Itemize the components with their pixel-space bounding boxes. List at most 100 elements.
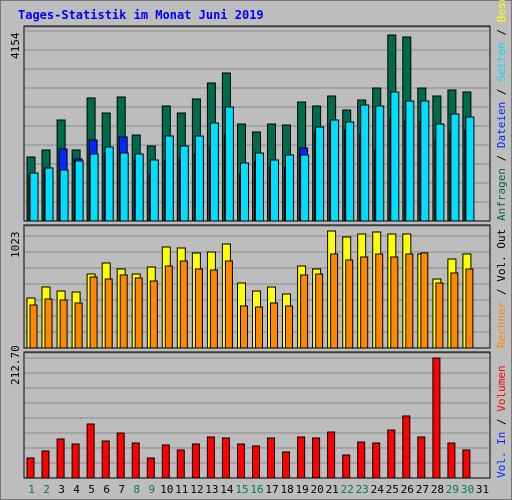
bar-seiten-day-4 xyxy=(74,160,84,222)
bar-seiten-day-13 xyxy=(209,122,219,222)
right-legend-top: Anfragen / Dateien / Seiten / Besuche xyxy=(495,0,508,221)
bar-rechner-day-10 xyxy=(164,265,173,349)
bar-seiten-day-6 xyxy=(104,146,114,222)
bar-seiten-day-26 xyxy=(405,100,415,222)
bar-seiten-day-23 xyxy=(360,104,370,222)
bar-volumen-day-26 xyxy=(402,415,411,479)
bar-rechner-day-16 xyxy=(255,306,263,349)
bar-rechner-day-19 xyxy=(300,274,309,349)
bar-volumen-day-12 xyxy=(191,443,200,479)
page-title: Tages-Statistik im Monat Juni 2019 xyxy=(18,8,264,22)
day-label-14: 14 xyxy=(220,483,234,496)
bar-volumen-day-14 xyxy=(221,437,230,479)
day-label-6: 6 xyxy=(103,483,110,496)
day-label-26: 26 xyxy=(401,483,414,496)
bar-seiten-day-22 xyxy=(345,121,355,222)
bar-volumen-day-11 xyxy=(176,449,185,479)
day-label-16: 16 xyxy=(250,483,263,496)
bar-rechner-day-11 xyxy=(179,260,188,349)
bar-volumen-day-16 xyxy=(252,445,260,479)
day-label-10: 10 xyxy=(160,483,173,496)
bar-volumen-day-22 xyxy=(342,454,351,479)
bar-volumen-day-4 xyxy=(71,443,80,479)
bar-seiten-day-9 xyxy=(149,159,159,222)
bar-rechner-day-1 xyxy=(29,304,38,349)
bar-volumen-day-5 xyxy=(86,423,95,479)
bar-rechner-day-22 xyxy=(345,259,354,349)
bar-rechner-day-21 xyxy=(330,253,339,349)
bar-seiten-day-3 xyxy=(59,169,69,222)
bar-volumen-day-7 xyxy=(116,432,125,479)
bar-seiten-day-18 xyxy=(285,154,294,222)
bar-seiten-day-16 xyxy=(255,152,264,222)
bar-seiten-day-17 xyxy=(270,159,279,222)
bar-rechner-day-23 xyxy=(360,256,369,349)
bar-volumen-day-24 xyxy=(372,442,381,479)
day-label-15: 15 xyxy=(235,483,248,496)
bar-seiten-day-11 xyxy=(179,145,189,222)
bar-volumen-day-18 xyxy=(282,451,290,479)
bar-rechner-day-30 xyxy=(465,268,474,349)
bar-rechner-day-13 xyxy=(209,269,218,349)
bar-volumen-day-9 xyxy=(146,457,155,479)
bar-rechner-day-15 xyxy=(240,305,248,349)
bar-volumen-day-23 xyxy=(357,441,366,479)
bar-rechner-day-29 xyxy=(450,272,459,349)
bar-volumen-day-21 xyxy=(327,431,336,479)
day-label-7: 7 xyxy=(118,483,125,496)
bar-seiten-day-29 xyxy=(450,113,460,222)
bar-seiten-day-12 xyxy=(194,135,204,222)
bar-seiten-day-15 xyxy=(240,162,249,222)
ymax-label-bottom: 212.70 xyxy=(9,345,22,385)
bar-seiten-day-7 xyxy=(119,152,129,222)
right-legend-bottom: Vol. In / Volumen xyxy=(495,365,508,478)
bar-volumen-day-6 xyxy=(101,440,110,479)
bar-volumen-day-28 xyxy=(432,357,441,479)
bar-seiten-day-1 xyxy=(29,172,39,222)
day-label-24: 24 xyxy=(371,483,385,496)
bar-volumen-day-3 xyxy=(56,438,65,479)
bar-seiten-day-28 xyxy=(435,123,445,222)
bar-rechner-day-28 xyxy=(435,282,444,349)
bar-seiten-day-24 xyxy=(375,105,385,222)
bar-seiten-day-2 xyxy=(44,167,54,222)
bar-seiten-day-5 xyxy=(89,153,99,222)
day-label-18: 18 xyxy=(280,483,293,496)
day-label-12: 12 xyxy=(190,483,203,496)
bar-rechner-day-27 xyxy=(420,252,429,349)
bar-rechner-day-6 xyxy=(104,278,113,349)
bar-volumen-day-15 xyxy=(237,443,245,479)
bar-seiten-day-10 xyxy=(164,135,174,222)
bar-rechner-day-12 xyxy=(194,268,203,349)
day-label-4: 4 xyxy=(73,483,80,496)
day-label-20: 20 xyxy=(310,483,323,496)
bar-volumen-day-17 xyxy=(267,437,275,479)
ymax-label-middle: 1023 xyxy=(9,232,22,259)
day-label-17: 17 xyxy=(265,483,278,496)
day-label-28: 28 xyxy=(431,483,444,496)
bar-seiten-day-20 xyxy=(315,126,325,222)
bar-volumen-day-10 xyxy=(161,444,170,479)
bar-volumen-day-30 xyxy=(462,449,471,479)
day-label-23: 23 xyxy=(356,483,369,496)
right-legend-middle: Rechner / Vol. Out xyxy=(495,229,508,348)
bar-rechner-day-2 xyxy=(44,298,53,349)
bar-seiten-day-27 xyxy=(420,100,430,222)
day-label-22: 22 xyxy=(341,483,354,496)
bar-volumen-day-20 xyxy=(312,437,321,479)
bar-volumen-day-27 xyxy=(417,436,426,479)
bar-rechner-day-18 xyxy=(285,305,293,349)
bar-rechner-day-5 xyxy=(89,276,98,349)
day-label-3: 3 xyxy=(58,483,65,496)
bar-volumen-day-8 xyxy=(131,442,140,479)
bar-rechner-day-26 xyxy=(405,253,414,349)
day-label-13: 13 xyxy=(205,483,218,496)
bar-rechner-day-4 xyxy=(74,302,83,349)
bar-volumen-day-13 xyxy=(206,436,215,479)
day-label-2: 2 xyxy=(43,483,50,496)
day-label-31: 31 xyxy=(476,483,489,496)
day-label-27: 27 xyxy=(416,483,429,496)
bar-seiten-day-25 xyxy=(390,91,400,222)
day-label-25: 25 xyxy=(386,483,399,496)
ymax-label-top: 4154 xyxy=(9,32,22,59)
